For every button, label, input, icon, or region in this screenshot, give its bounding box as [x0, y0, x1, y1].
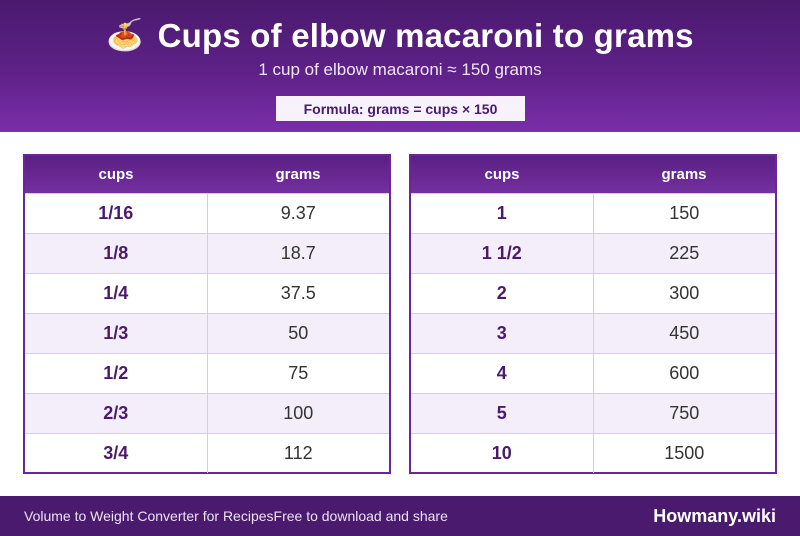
table-header: cups grams [25, 156, 389, 193]
cups-cell: 4 [411, 354, 594, 393]
grams-cell: 75 [288, 363, 309, 383]
cups-cell: 3/4 [25, 434, 208, 473]
cups-cell: 5 [411, 394, 594, 433]
grams-cell: 112 [283, 443, 313, 463]
table-row: 1/4 37.5 [25, 273, 389, 313]
grams-cell: 100 [283, 403, 314, 423]
table-header: cups grams [411, 156, 775, 193]
grams-cell: 37.5 [280, 283, 316, 303]
footer-tagline: Volume to Weight Converter for Recipes Fr… [24, 496, 448, 536]
footer-share-label: Free to download and share [273, 508, 448, 524]
table-row: 5 750 [411, 393, 775, 433]
grams-cell: 50 [288, 323, 309, 343]
grams-cell: 1500 [664, 443, 705, 463]
footer-bar: Volume to Weight Converter for Recipes Fr… [0, 496, 800, 536]
cups-cell: 2/3 [25, 394, 208, 433]
cups-cell: 1/3 [25, 314, 208, 353]
grams-cell: 225 [669, 243, 700, 263]
cups-cell: 1/4 [25, 274, 208, 313]
cups-cell: 2 [411, 274, 594, 313]
table-row: 2 300 [411, 273, 775, 313]
title-row: 🍝 Cups of elbow macaroni to grams [0, 14, 800, 58]
footer-converter-label: Volume to Weight Converter for Recipes [24, 508, 274, 524]
cups-cell: 1 1/2 [411, 234, 594, 273]
table-row: 2/3 100 [25, 393, 389, 433]
cups-cell: 1/16 [25, 194, 208, 233]
page-subtitle: 1 cup of elbow macaroni ≈ 150 grams [258, 60, 542, 79]
grams-cell: 750 [669, 403, 700, 423]
conversion-table-right: cups grams 1 150 1 1/2 225 2 300 3 450 4… [409, 154, 777, 474]
grams-cell: 18.7 [280, 243, 316, 263]
table-row: 1/16 9.37 [25, 193, 389, 233]
table-row: 1/3 50 [25, 313, 389, 353]
cups-cell: 10 [411, 434, 594, 473]
cups-cell: 1/2 [25, 354, 208, 393]
header-banner: 🍝 Cups of elbow macaroni to grams 1 cup … [0, 0, 800, 132]
cups-cell: 1 [411, 194, 594, 233]
table-row: 1/2 75 [25, 353, 389, 393]
spaghetti-icon: 🍝 [106, 19, 144, 52]
grams-cell: 150 [669, 203, 700, 223]
table-row: 10 1500 [411, 433, 775, 473]
grams-cell: 450 [669, 323, 700, 343]
grams-cell: 300 [669, 283, 700, 303]
column-header-cups: cups [98, 166, 134, 183]
page-title: Cups of elbow macaroni to grams [157, 17, 694, 54]
brand-logo[interactable]: Howmany.wiki [653, 505, 776, 526]
table-row: 3/4 112 [25, 433, 389, 473]
table-row: 1 1/2 225 [411, 233, 775, 273]
grams-cell: 9.37 [280, 203, 316, 223]
cups-cell: 3 [411, 314, 594, 353]
table-row: 1/8 18.7 [25, 233, 389, 273]
table-row: 4 600 [411, 353, 775, 393]
cups-cell: 1/8 [25, 234, 208, 273]
grams-cell: 600 [669, 363, 700, 383]
table-row: 1 150 [411, 193, 775, 233]
formula-badge: Formula: grams = cups × 150 [276, 96, 525, 121]
column-header-cups: cups [484, 166, 520, 183]
column-header-grams: grams [275, 166, 321, 183]
table-row: 3 450 [411, 313, 775, 353]
conversion-table-left: cups grams 1/16 9.37 1/8 18.7 1/4 37.5 1… [23, 154, 391, 474]
column-header-grams: grams [661, 166, 707, 183]
